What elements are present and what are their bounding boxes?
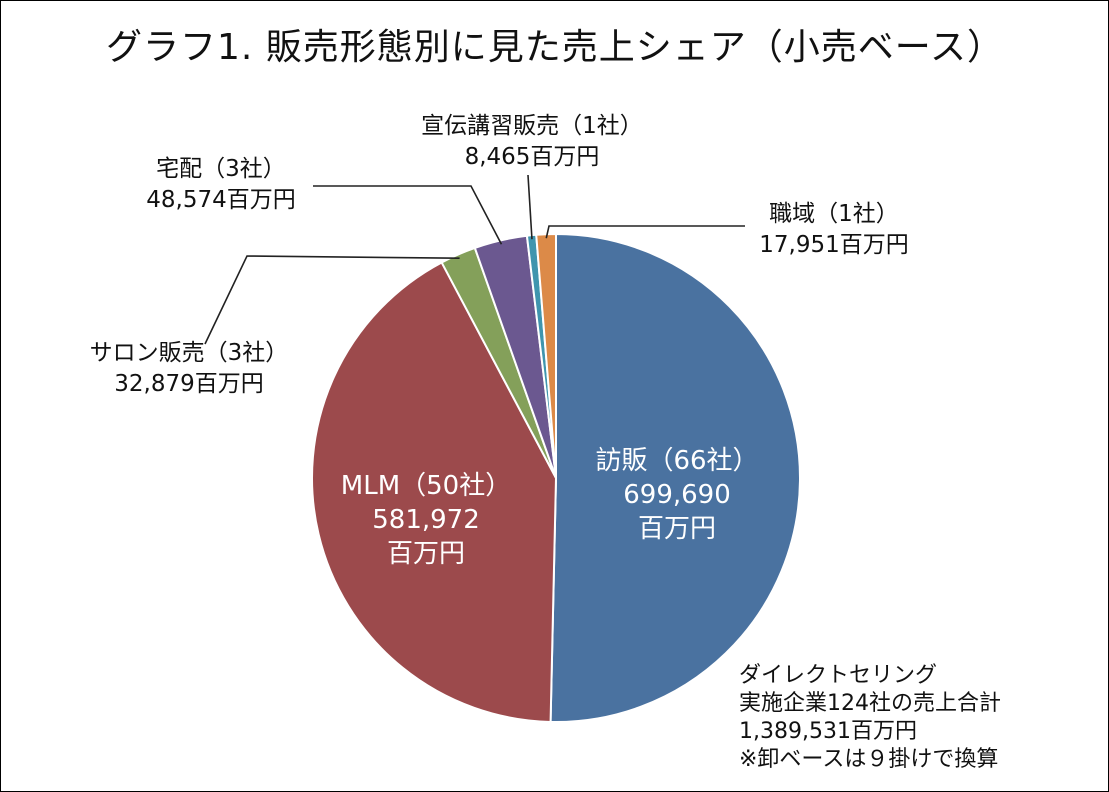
- note-line-4: ※卸ベースは９掛けで換算: [739, 747, 998, 772]
- slice-label-salon: サロン販売（3社）: [90, 340, 289, 366]
- slice-label-senden: 宣伝講習販売（1社）: [421, 113, 643, 139]
- slice-label-shokuiki: 職域（1社）: [769, 201, 899, 227]
- leader-line-shokuiki: [545, 225, 745, 239]
- slice-value-senden: 8,465百万円: [465, 144, 600, 170]
- pie-slice-shokuiki: [535, 232, 557, 479]
- slice-value-salon: 32,879百万円: [114, 371, 263, 397]
- leader-lines: [204, 174, 745, 345]
- chart-title: グラフ1. 販売形態別に見た売上シェア（小売ベース）: [106, 27, 1004, 68]
- slice-value-mlm: 581,972: [372, 505, 480, 535]
- note-line-2: 実施企業124社の売上合計: [739, 691, 1001, 716]
- slice-unit-houhan: 百万円: [638, 514, 716, 544]
- leader-line-salon: [204, 255, 460, 345]
- slice-label-takuhai: 宅配（3社）: [156, 156, 286, 182]
- slice-label-houhan: 訪販（66社）: [595, 446, 758, 476]
- slice-value-takuhai: 48,574百万円: [146, 187, 295, 213]
- pie-slice-mlm: [311, 261, 558, 723]
- pie-slices: [311, 232, 801, 723]
- slice-value-shokuiki: 17,951百万円: [759, 232, 908, 258]
- slice-value-houhan: 699,690: [623, 480, 731, 510]
- note-line-3: 1,389,531百万円: [739, 719, 917, 744]
- slice-unit-mlm: 百万円: [387, 539, 465, 569]
- leader-line-senden: [527, 174, 533, 240]
- leader-line-takuhai: [313, 185, 503, 245]
- note-line-1: ダイレクトセリング: [739, 663, 937, 688]
- pie-slice-houhan: [549, 232, 801, 723]
- slice-label-mlm: MLM（50社）: [341, 471, 511, 501]
